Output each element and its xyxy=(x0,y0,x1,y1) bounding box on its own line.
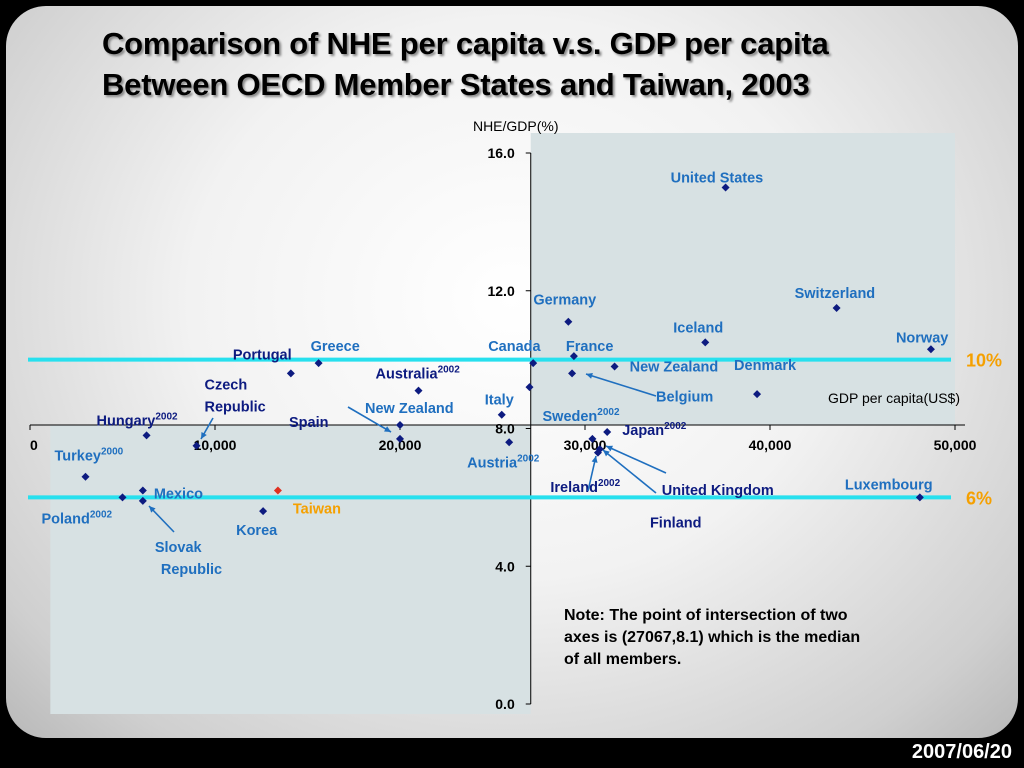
leader-uk xyxy=(605,445,667,474)
chart-note: Note: The point of intersection of two ax… xyxy=(564,607,860,668)
point-label-superscript: 2002 xyxy=(597,407,620,418)
point-mexico xyxy=(138,486,147,495)
point-finland xyxy=(593,448,602,457)
point-label-germany: Germany xyxy=(533,293,596,309)
point-hungary xyxy=(142,431,151,440)
point-united-states xyxy=(721,183,730,192)
leader-spain xyxy=(347,406,392,433)
slide-date: 2007/06/20 xyxy=(911,741,1012,763)
x-tick-label: 0 xyxy=(30,437,38,453)
point-label-luxembourg: Luxembourg xyxy=(845,477,933,493)
point-czech-republic xyxy=(192,441,201,450)
chart-title-line-2: Between OECD Member States and Taiwan, 2… xyxy=(102,67,810,102)
point-label-denmark: Denmark xyxy=(734,358,797,374)
point-label-ireland: Ireland2002 xyxy=(550,478,620,496)
y-tick-label: 0.0 xyxy=(495,696,515,712)
chart-title-line-1: Comparison of NHE per capita v.s. GDP pe… xyxy=(102,26,829,61)
x-tick-label: 50,000 xyxy=(934,437,977,453)
x-tick-label: 40,000 xyxy=(749,437,792,453)
point-label-greece: Greece xyxy=(311,339,360,355)
point-turkey xyxy=(81,472,90,481)
leader-czech-head xyxy=(201,432,207,439)
point-belgium xyxy=(568,369,577,378)
point-denmark xyxy=(753,390,762,399)
leader-spain-head xyxy=(384,426,391,432)
point-label-belgium: Belgium xyxy=(656,389,713,405)
leader-slovak-head xyxy=(149,506,156,513)
point-germany xyxy=(564,317,573,326)
point-spain xyxy=(396,434,404,443)
point-label-new-zealand: New Zealand xyxy=(365,401,454,417)
leader-belgium-head xyxy=(586,372,593,379)
point-label-superscript: 2002 xyxy=(517,453,540,464)
point-korea xyxy=(259,507,268,516)
leader-uk-head xyxy=(606,445,613,452)
slide-background: Comparison of NHE per capita v.s. GDP pe… xyxy=(6,6,1018,738)
leader-belgium xyxy=(585,373,657,397)
point-label-superscript: 2002 xyxy=(155,411,178,422)
point-portugal xyxy=(286,369,295,378)
point-label-switzerland: Switzerland xyxy=(795,286,876,302)
point-label-japan: Japan2002 xyxy=(622,421,687,439)
leader-ireland-head xyxy=(591,456,598,463)
point-japan xyxy=(603,427,612,436)
point-label-superscript: 2002 xyxy=(598,478,621,489)
point-label-portugal: Portugal xyxy=(233,347,292,363)
point-switzerland xyxy=(832,303,841,312)
quadrant-lower-left xyxy=(50,425,531,714)
leader-finland xyxy=(602,449,657,494)
point-label-norway: Norway xyxy=(896,330,948,346)
x-tick-label: 20,000 xyxy=(379,437,422,453)
point-norway xyxy=(926,345,935,354)
point-label-italy: Italy xyxy=(485,393,514,409)
y-tick-label: 16.0 xyxy=(487,145,514,161)
point-label-mexico: Mexico xyxy=(154,486,203,502)
point-new-zealand xyxy=(610,362,619,371)
y-tick-label: 8.0 xyxy=(495,421,515,437)
point-label-spain: Spain xyxy=(289,415,328,431)
point-austria xyxy=(505,438,514,447)
point-iceland xyxy=(701,338,710,347)
point-italy xyxy=(497,410,506,419)
point-label-taiwan: Taiwan xyxy=(293,501,341,517)
reference-line-label: 10% xyxy=(966,351,1002,371)
point-label-australia: Australia2002 xyxy=(376,365,461,383)
x-tick-label: 10,000 xyxy=(194,437,237,453)
x-axis-label: GDP per capita(US$) xyxy=(828,390,960,406)
point-label-superscript: 2002 xyxy=(90,509,113,520)
point-label-united-states: United States xyxy=(671,170,764,186)
point-new-zealand xyxy=(396,421,404,430)
y-tick-label: 4.0 xyxy=(495,558,515,574)
point-label-canada: Canada xyxy=(488,339,541,355)
quadrant-upper-right xyxy=(530,133,955,426)
point-slovak-republic xyxy=(138,496,147,505)
point-label-superscript: 2000 xyxy=(101,447,124,458)
point-luxembourg xyxy=(915,493,924,502)
point-label-korea: Korea xyxy=(236,523,278,539)
point-ireland xyxy=(588,434,597,443)
point-greece xyxy=(314,359,323,368)
point-poland xyxy=(118,493,127,502)
point-sweden xyxy=(525,383,534,392)
y-axis-label: NHE/GDP(%) xyxy=(473,118,559,134)
point-label-iceland: Iceland xyxy=(673,320,723,336)
point-label-superscript: 2002 xyxy=(438,365,461,376)
leader-finland-head xyxy=(603,450,610,457)
point-label-superscript: 2002 xyxy=(664,421,687,432)
point-label-czech-republic: Czech Republic xyxy=(205,378,266,416)
y-tick-label: 12.0 xyxy=(487,283,514,299)
point-france xyxy=(569,352,578,361)
point-taiwan xyxy=(273,486,282,495)
point-australia xyxy=(414,386,423,395)
point-label-new-zealand: New Zealand xyxy=(630,360,719,376)
x-tick-label: 30,000 xyxy=(564,437,607,453)
scatter-chart: 0 10,000 20,000 30,000 40,000 50,000 0.0 4.0 8.0… xyxy=(28,118,1002,714)
point-label-finland: Finland xyxy=(650,516,702,532)
point-label-slovak-republic: Slovak Republic xyxy=(155,540,222,578)
point-label-france: France xyxy=(566,339,614,355)
point-canada xyxy=(529,359,538,368)
point-label-united-kingdom: United Kingdom xyxy=(662,483,774,499)
reference-line-label: 6% xyxy=(966,488,992,508)
